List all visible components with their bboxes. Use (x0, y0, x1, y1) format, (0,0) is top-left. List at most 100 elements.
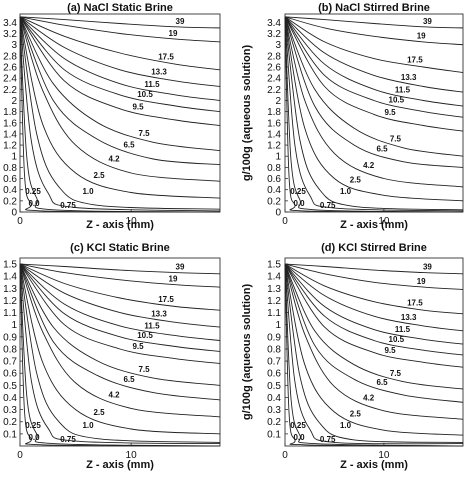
contour-label: 17.5 (158, 52, 174, 61)
y-tick-label: 1.4 (267, 129, 281, 140)
series-line (284, 16, 464, 213)
y-tick-label: 1.8 (3, 107, 17, 118)
y-tick-label: 2.6 (267, 62, 281, 73)
series-line (19, 263, 221, 386)
series-line (284, 16, 464, 157)
y-tick-label: 2.2 (267, 85, 281, 96)
x-tick-label: 0 (282, 450, 288, 461)
y-tick-label: 2.2 (3, 85, 17, 96)
contour-label: 7.5 (138, 365, 150, 374)
series-line (284, 16, 464, 118)
y-tick-label: 0.8 (3, 163, 17, 174)
series-line (19, 16, 221, 71)
contour-label: 17.5 (158, 295, 174, 304)
y-tick-label: 0.3 (3, 405, 17, 416)
y-tick-label: 0.1 (3, 429, 17, 440)
series-line (284, 263, 464, 315)
series-line (19, 264, 221, 443)
y-tick-label: 1.6 (267, 118, 281, 129)
contour-label: 11.5 (144, 322, 160, 331)
contour-label: 13.3 (151, 68, 167, 77)
series-line (284, 264, 464, 447)
contour-label: 2.5 (93, 408, 105, 417)
contour-label: 2.5 (350, 410, 362, 419)
contour-label: 11.5 (395, 325, 411, 334)
contour-label: 0.75 (320, 435, 336, 444)
series-line (19, 263, 221, 418)
series-line (19, 16, 221, 152)
contour-label: 19 (417, 277, 426, 286)
y-tick-label: 0.9 (267, 332, 281, 343)
y-tick-label: 3.2 (267, 29, 281, 40)
series-line (284, 263, 464, 290)
y-tick-label: 0 (275, 208, 281, 219)
series-line (19, 263, 221, 288)
series-line (19, 16, 221, 126)
y-tick-label: 2.4 (267, 74, 281, 85)
x-tick-label: 0 (17, 216, 23, 227)
y-tick-label: 0.8 (267, 163, 281, 174)
contour-label: 1.0 (340, 421, 352, 430)
contour-label: 0.25 (290, 421, 306, 430)
contour-label: 11.5 (395, 86, 411, 95)
y-tick-label: 0.5 (267, 381, 281, 392)
series-line (19, 16, 221, 29)
y-tick-label: 0.1 (267, 429, 281, 440)
series-line (284, 16, 464, 74)
y-tick-label: 1.2 (3, 296, 17, 307)
series-line (19, 264, 221, 445)
series-line (284, 16, 464, 168)
series-line (19, 263, 221, 401)
y-tick-label: 3.2 (3, 29, 17, 40)
plot-frame (19, 13, 221, 213)
y-tick-label: 1.1 (267, 308, 281, 319)
contour-label: 13.3 (401, 313, 417, 322)
contour-label: 10.5 (389, 96, 405, 105)
x-axis-label: Z - axis (mm) (340, 219, 408, 231)
y-tick-label: 3 (11, 40, 17, 51)
series-line (19, 16, 221, 213)
contour-label: 9.5 (384, 346, 396, 355)
y-tick-label: 0.8 (267, 344, 281, 355)
y-tick-label: 0.4 (3, 393, 17, 404)
series-line (19, 16, 221, 212)
y-tick-label: 0.4 (267, 393, 281, 404)
contour-label: 0.0 (293, 199, 305, 208)
series-line (284, 264, 464, 436)
y-tick-label: 0.4 (3, 185, 17, 196)
contour-label: 39 (176, 263, 185, 272)
contour-label: 0.0 (28, 433, 40, 442)
contour-label: 19 (169, 275, 178, 284)
y-tick-label: 3 (275, 40, 281, 51)
contour-label: 7.5 (138, 129, 150, 138)
y-axis-label: g/100g (aqueous solution) (241, 45, 253, 182)
contour-label: 19 (417, 32, 426, 41)
y-tick-label: 1.3 (267, 284, 281, 295)
series-line (284, 16, 464, 132)
y-tick-label: 0.6 (267, 369, 281, 380)
y-tick-label: 0.2 (3, 417, 17, 428)
y-tick-label: 1.5 (267, 260, 281, 271)
contour-label: 2.5 (93, 171, 105, 180)
contour-label: 1.0 (82, 421, 94, 430)
contour-label: 9.5 (384, 108, 396, 117)
series-line (284, 263, 464, 403)
x-tick-label: 10 (378, 216, 390, 227)
y-tick-label: 0.2 (3, 196, 17, 207)
y-tick-label: 0.8 (3, 344, 17, 355)
chart-title: (d) KCl Stirred Brine (321, 242, 427, 254)
series-line (19, 263, 221, 352)
contour-label: 4.2 (363, 161, 375, 170)
y-tick-label: 1.4 (3, 129, 17, 140)
y-tick-label: 2.6 (3, 62, 17, 73)
series-line (19, 16, 221, 101)
chart-title: (a) NaCl Static Brine (67, 2, 173, 14)
series-line (19, 16, 221, 113)
y-tick-label: 1 (11, 152, 17, 163)
contour-label: 0.0 (293, 433, 305, 442)
series-line (19, 16, 221, 210)
series-line (284, 16, 464, 202)
series-line (284, 263, 464, 356)
